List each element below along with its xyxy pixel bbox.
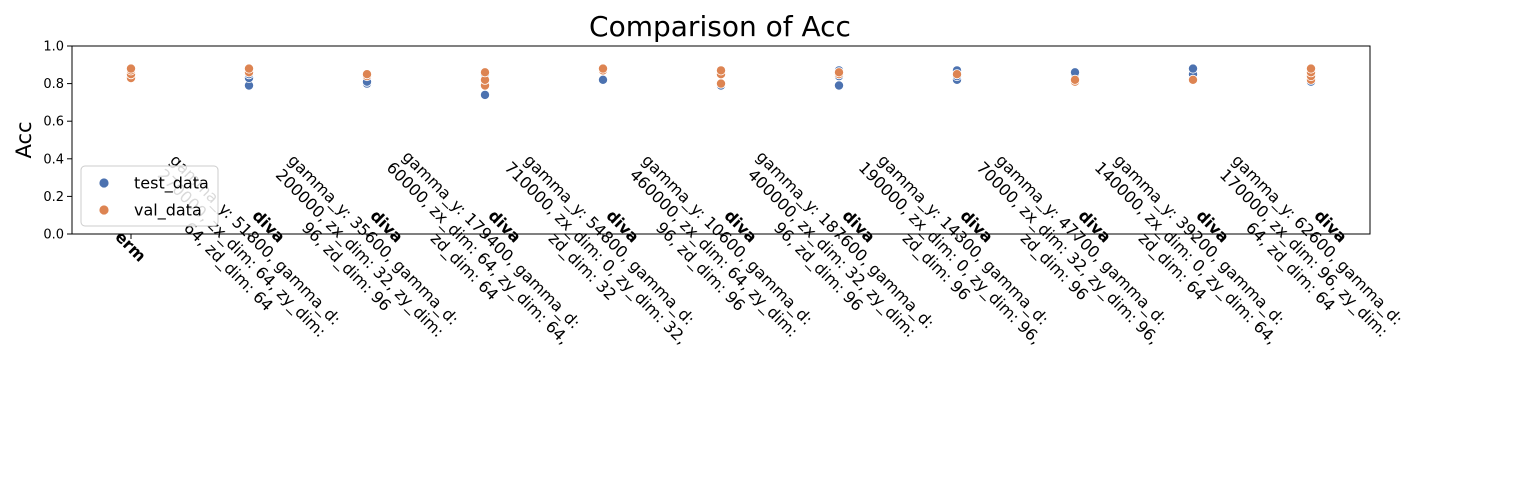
legend-frame <box>80 165 219 227</box>
x-tick-label: erm <box>111 227 149 265</box>
chart-title: Comparison of Acc <box>589 10 851 43</box>
data-point-val-data <box>1306 63 1317 74</box>
data-point-val-data <box>598 63 609 74</box>
plot-area <box>71 45 1371 235</box>
data-point-test-data <box>834 80 845 91</box>
data-point-val-data <box>479 67 490 78</box>
y-axis: 0.0 0.2 0.4 0.6 0.8 1.0 <box>43 40 72 243</box>
legend-marker <box>98 204 110 216</box>
y-tick-label: 0.8 <box>43 77 64 92</box>
x-tick-label-model: erm <box>111 227 149 265</box>
data-point-val-data <box>361 69 372 80</box>
data-point-val-data <box>1070 74 1081 85</box>
legend-label: test_data <box>134 174 209 194</box>
legend-label: val_data <box>134 201 202 221</box>
y-tick-label: 0.0 <box>43 228 64 243</box>
legend-marker <box>98 177 110 189</box>
y-tick-label: 0.4 <box>43 152 64 167</box>
legend: test_data val_data <box>80 165 219 227</box>
y-tick-label: 0.6 <box>43 115 64 130</box>
data-point-val-data <box>243 63 254 74</box>
data-point-val-data <box>126 63 137 74</box>
data-point-test-data <box>479 89 490 100</box>
data-point-val-data <box>952 69 963 80</box>
data-point-val-data <box>834 67 845 78</box>
data-point-val-data <box>1188 74 1199 85</box>
data-point-val-data <box>716 65 727 76</box>
data-point-test-data <box>1188 63 1199 74</box>
y-tick-label: 0.2 <box>43 190 64 205</box>
y-tick-label: 1.0 <box>43 40 64 55</box>
y-axis-label: Acc <box>12 121 36 158</box>
data-point-test-data <box>598 74 609 85</box>
data-point-val-data <box>716 78 727 89</box>
